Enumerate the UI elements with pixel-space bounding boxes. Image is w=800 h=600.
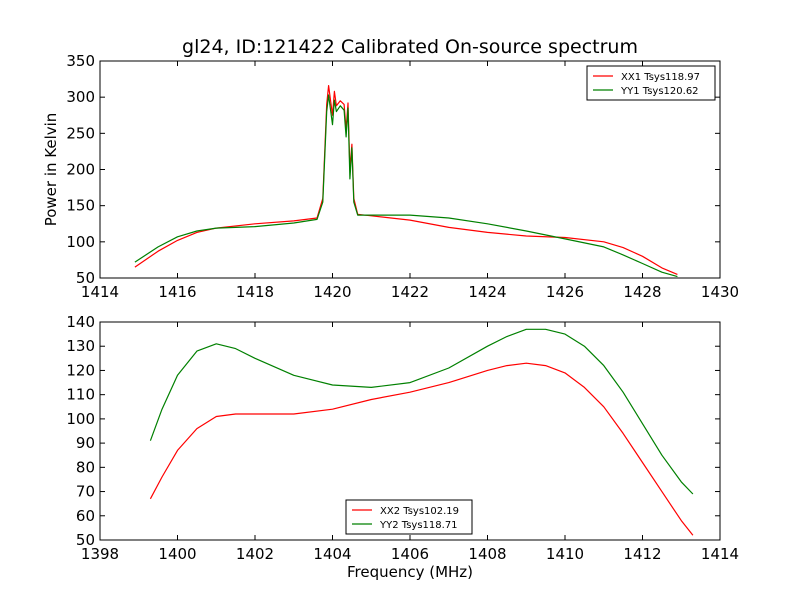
top-spectrum-chart: 1414 1416 1418 1420 1422 1424 1426 1428 1430 50 10… [42, 52, 739, 301]
x-tick-label: 1404 [313, 545, 351, 563]
bottom-spectrum-chart: 1398 1400 1402 1404 1406 1408 1410 1412 1414 50 60… [66, 313, 739, 581]
x-tick-label: 1410 [546, 545, 584, 563]
y-tick-label: 110 [66, 386, 95, 404]
y-tick-label: 130 [66, 337, 95, 355]
y-tick-label: 80 [76, 458, 95, 476]
y-tick-label: 60 [76, 507, 95, 525]
x-tick-label: 1398 [81, 545, 119, 563]
chart-title: gl24, ID:121422 Calibrated On-source spe… [182, 36, 638, 58]
series-line-1-0 [149, 362, 694, 536]
y-tick-label: 200 [66, 161, 95, 179]
y-tick-label: 50 [76, 269, 95, 287]
y-tick-label: 70 [76, 483, 95, 501]
x-tick-label: 1426 [546, 283, 584, 301]
legend-label-0: XX1 Tsys118.97 [621, 72, 700, 83]
x-tick-label: 1420 [313, 283, 351, 301]
x-tick-label: 1414 [701, 545, 739, 563]
x-tick-label: 1406 [391, 545, 429, 563]
y-tick-label: 140 [66, 313, 95, 331]
x-tick-label: 1430 [701, 283, 739, 301]
x-tick-label: 1422 [391, 283, 429, 301]
x-tick-label: 1428 [623, 283, 661, 301]
y-tick-label: 50 [76, 531, 95, 549]
y-tick-label: 250 [66, 124, 95, 142]
y-tick-label: 120 [66, 361, 95, 379]
y-tick-label: 100 [66, 410, 95, 428]
legend-box [345, 499, 473, 535]
x-axis-label: Frequency (MHz) [347, 563, 473, 581]
legend-label-0: XX2 Tsys102.19 [380, 506, 459, 517]
x-tick-label: 1424 [468, 283, 506, 301]
y-tick-label: 100 [66, 233, 95, 251]
y-tick-label: 350 [66, 52, 95, 70]
y-tick-label: 150 [66, 197, 95, 215]
x-tick-label: 1400 [158, 545, 196, 563]
y-tick-label: 90 [76, 434, 95, 452]
x-tick-label: 1412 [623, 545, 661, 563]
series-line-0-0 [134, 84, 678, 275]
series-line-0-1 [134, 94, 678, 278]
x-tick-label: 1418 [236, 283, 274, 301]
legend-label-1: YY1 Tsys120.62 [620, 86, 699, 97]
legend-box [586, 65, 716, 101]
x-tick-label: 1414 [81, 283, 119, 301]
series-line-1-1 [149, 328, 694, 495]
y-tick-label: 300 [66, 88, 95, 106]
x-tick-label: 1402 [236, 545, 274, 563]
legend-label-1: YY2 Tsys118.71 [379, 520, 458, 531]
y-axis-label: Power in Kelvin [42, 113, 60, 227]
x-tick-label: 1416 [158, 283, 196, 301]
x-tick-label: 1408 [468, 545, 506, 563]
